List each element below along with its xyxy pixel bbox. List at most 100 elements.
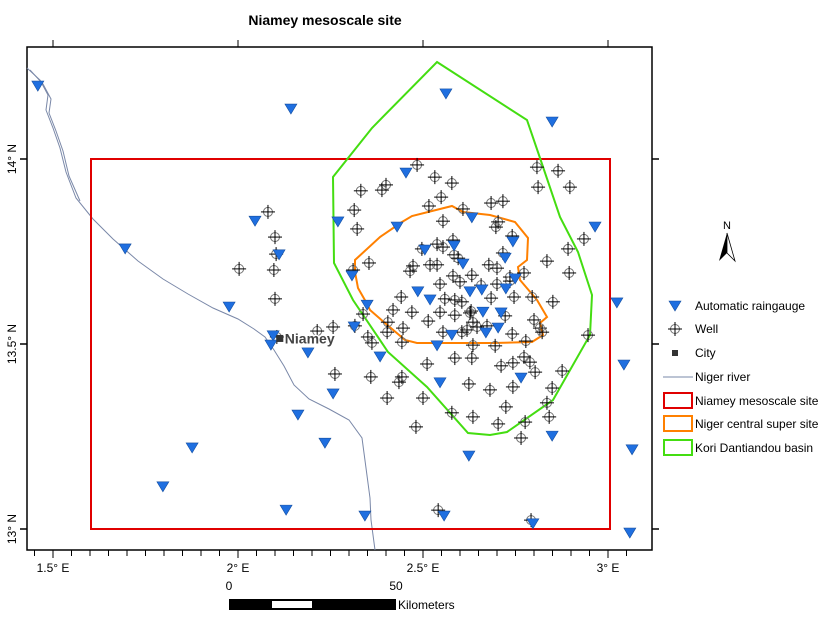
raingauge-marker <box>439 88 453 100</box>
well-marker <box>394 369 409 384</box>
well-marker <box>562 180 577 195</box>
well-marker <box>517 265 532 280</box>
raingauge-marker <box>279 504 293 516</box>
raingauge-marker <box>465 212 479 224</box>
raingauge-marker <box>462 450 476 462</box>
well-marker <box>491 416 506 431</box>
city-icon <box>672 350 678 356</box>
well-marker <box>435 214 450 229</box>
well-marker <box>406 258 421 273</box>
well-marker <box>430 257 445 272</box>
well-marker <box>539 395 554 410</box>
well-marker <box>380 391 395 406</box>
well-marker <box>551 163 566 178</box>
well-marker <box>364 335 379 350</box>
raingauge-marker <box>358 510 372 522</box>
raingauge-marker <box>390 221 404 233</box>
lon-label: 3° E <box>597 561 620 575</box>
well-marker <box>396 321 411 336</box>
well-marker <box>380 315 395 330</box>
well-marker <box>451 251 466 266</box>
well-marker <box>268 230 282 245</box>
well-marker <box>420 356 435 371</box>
raingauge-marker <box>494 307 508 319</box>
raingauge-marker <box>617 359 631 371</box>
well-marker <box>444 405 459 420</box>
well-marker <box>347 203 362 218</box>
well-marker <box>464 304 479 319</box>
raingauge-marker <box>399 167 413 179</box>
raingauge-marker <box>118 243 132 255</box>
well-marker <box>494 358 509 373</box>
raingauge-marker <box>301 347 315 359</box>
legend-label: City <box>695 346 716 360</box>
well-marker <box>460 322 475 337</box>
raingauge-marker <box>498 252 512 264</box>
raingauge-marker <box>360 299 374 311</box>
raingauge-marker <box>445 329 459 341</box>
north-arrow-label: N <box>723 220 731 232</box>
niamey-mesoscale-site-boundary <box>90 158 611 530</box>
lat-label: 14° N <box>5 144 19 174</box>
raingauge-marker <box>156 481 170 493</box>
well-marker <box>514 430 529 445</box>
well-marker <box>465 338 480 353</box>
wells-layer <box>232 157 596 528</box>
lat-label: 13° N <box>5 514 19 544</box>
well-marker <box>528 365 543 380</box>
well-marker <box>403 264 418 279</box>
well-marker <box>461 376 476 391</box>
well-marker <box>464 268 479 283</box>
scale-bar: 0 50 Kilometers <box>226 579 455 612</box>
well-marker <box>555 364 570 379</box>
raingauge-marker <box>588 221 602 233</box>
well-marker <box>518 334 533 349</box>
well-marker <box>484 291 499 306</box>
well-marker <box>266 263 281 277</box>
well-marker <box>447 308 462 323</box>
raingauge-marker <box>423 294 437 306</box>
raingauge-marker <box>373 351 387 363</box>
legend-label: Kori Dantiandou basin <box>695 441 813 455</box>
legend-label: Automatic raingauge <box>695 299 805 313</box>
legend-label: Niger river <box>695 370 750 384</box>
well-marker <box>363 369 378 384</box>
niger-central-super-site-boundary <box>354 204 549 344</box>
raingauge-marker <box>433 377 447 389</box>
well-marker <box>356 307 371 322</box>
well-marker <box>447 292 462 307</box>
well-marker <box>561 241 576 256</box>
well-marker <box>505 379 520 394</box>
raingauge-marker <box>479 327 493 339</box>
well-marker <box>562 265 577 280</box>
well-marker <box>505 327 520 342</box>
well-marker <box>445 268 460 283</box>
map-title: Niamey mesoscale site <box>248 12 402 28</box>
raingauge-marker <box>264 339 278 351</box>
well-marker <box>391 375 406 390</box>
raingauge-marker <box>610 297 624 309</box>
well-icon <box>668 322 682 336</box>
well-marker <box>361 255 376 270</box>
well-marker <box>326 319 341 334</box>
well-marker <box>454 294 469 309</box>
raingauge-marker <box>526 518 540 530</box>
legend-label: Niamey mesoscale site <box>695 394 819 408</box>
well-marker <box>529 160 544 175</box>
well-marker <box>430 237 445 252</box>
well-marker <box>437 291 452 306</box>
city-label-niamey: Niamey <box>285 330 335 346</box>
well-marker <box>482 382 497 397</box>
well-marker <box>421 198 436 213</box>
raingauge-marker <box>185 442 199 454</box>
raingauge-icon <box>668 300 682 312</box>
well-marker <box>310 324 325 339</box>
raingauge-marker <box>345 270 359 282</box>
well-marker <box>484 196 499 211</box>
scale-unit-label: Kilometers <box>398 598 455 612</box>
raingauge-marker <box>284 103 298 115</box>
legend: Automatic raingauge Well City Niger rive… <box>663 299 819 456</box>
well-marker <box>353 183 368 198</box>
well-marker <box>410 157 425 172</box>
